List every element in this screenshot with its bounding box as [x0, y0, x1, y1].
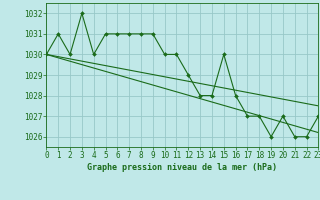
X-axis label: Graphe pression niveau de la mer (hPa): Graphe pression niveau de la mer (hPa) — [87, 163, 277, 172]
